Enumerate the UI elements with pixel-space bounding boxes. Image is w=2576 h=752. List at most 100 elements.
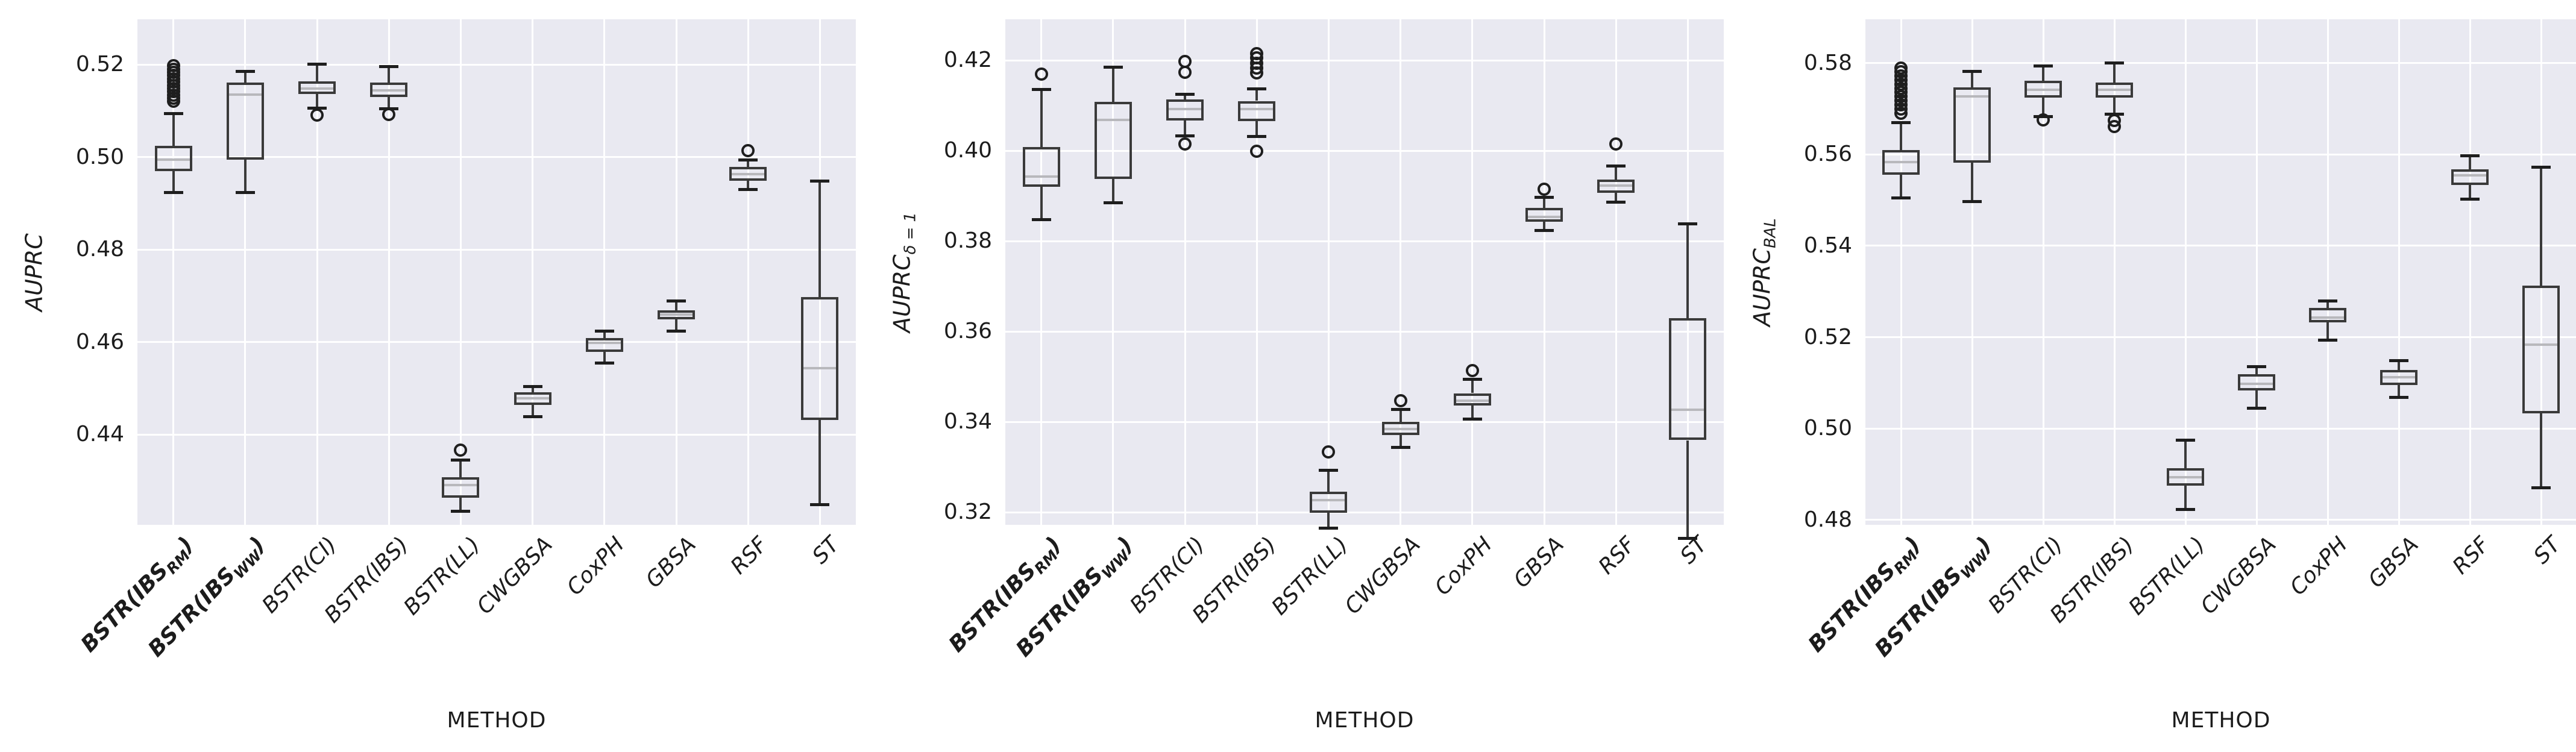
y-tick-label: 0.48	[75, 237, 124, 262]
whisker-lower	[1686, 440, 1689, 539]
whisker-cap-lower	[810, 503, 830, 507]
y-tick-label: 0.58	[1803, 50, 1852, 75]
whisker-cap-upper	[2318, 299, 2337, 303]
median-line	[803, 367, 837, 370]
plot-area	[1865, 19, 2576, 525]
median-line	[2311, 316, 2344, 319]
gridline-vertical	[2255, 19, 2258, 525]
whisker-cap-upper	[163, 111, 183, 115]
whisker-cap-lower	[1678, 536, 1698, 540]
whisker-upper	[172, 113, 175, 146]
y-tick-label: 0.42	[943, 48, 992, 73]
gridline-vertical	[1327, 19, 1330, 525]
whisker-cap-lower	[2176, 507, 2195, 511]
median-line	[1956, 95, 1988, 98]
outlier-marker	[1178, 137, 1192, 151]
y-tick-label: 0.40	[943, 138, 992, 163]
x-tick-label-text: GBSA	[641, 532, 701, 593]
median-line	[444, 483, 477, 486]
whisker-upper	[1543, 197, 1545, 208]
whisker-upper	[1040, 89, 1043, 147]
gridline-horizontal	[137, 248, 856, 251]
gridline-horizontal	[137, 156, 856, 158]
median-line	[1169, 108, 1201, 110]
gridline-horizontal	[137, 341, 856, 343]
whisker-lower	[675, 319, 677, 331]
gridline-horizontal	[1865, 153, 2576, 155]
whisker-cap-lower	[163, 191, 183, 195]
iqr-box	[801, 297, 839, 421]
whisker-cap-lower	[1891, 196, 1911, 199]
whisker-cap-upper	[1535, 196, 1554, 199]
iqr-box	[658, 310, 695, 319]
whisker-upper	[1184, 94, 1186, 100]
iqr-box	[1094, 102, 1132, 179]
outlier-marker	[2108, 113, 2121, 127]
whisker-lower	[2469, 185, 2471, 199]
whisker-upper	[1399, 409, 1402, 422]
whisker-cap-lower	[2247, 407, 2266, 410]
gridline-horizontal	[1005, 240, 1724, 242]
whisker-cap-upper	[1462, 377, 1482, 381]
iqr-box	[298, 81, 336, 95]
median-line	[228, 93, 262, 96]
gridline-vertical	[1471, 19, 1474, 525]
gridline-vertical	[2113, 19, 2116, 525]
median-line	[2383, 375, 2415, 378]
whisker-cap-lower	[1535, 229, 1554, 233]
iqr-box	[2522, 286, 2560, 414]
gridline-vertical	[172, 19, 175, 525]
gridline-vertical	[1543, 19, 1545, 525]
outlier-marker	[1178, 55, 1192, 69]
whisker-lower	[1543, 222, 1545, 231]
whisker-cap-lower	[2389, 395, 2408, 399]
gridline-vertical	[603, 19, 606, 525]
gridline-horizontal	[1865, 245, 2576, 247]
whisker-cap-lower	[738, 187, 758, 191]
whisker-cap-upper	[1247, 87, 1267, 90]
whisker-cap-upper	[235, 70, 255, 73]
gridline-vertical	[1971, 19, 1973, 525]
outlier-marker	[741, 143, 755, 157]
outlier-marker	[166, 59, 180, 73]
whisker-upper	[1471, 379, 1474, 393]
x-tick-label-text: ST	[2529, 532, 2566, 569]
outlier-marker	[1250, 46, 1264, 60]
y-tick-label: 0.52	[1803, 324, 1852, 349]
whisker-cap-lower	[2460, 197, 2480, 201]
gridline-vertical	[244, 19, 247, 525]
whisker-cap-lower	[1390, 446, 1410, 449]
iqr-box	[226, 82, 264, 160]
y-tick-label: 0.38	[943, 228, 992, 254]
iqr-box	[2025, 80, 2062, 98]
whisker-upper	[243, 71, 247, 83]
whisker-upper	[1111, 67, 1114, 102]
iqr-box	[1238, 101, 1276, 122]
whisker-lower	[2184, 486, 2187, 510]
gridline-vertical	[1112, 19, 1114, 525]
iqr-box	[1022, 146, 1060, 187]
median-line	[1671, 408, 1704, 411]
iqr-box	[154, 146, 192, 172]
whisker-cap-upper	[2105, 61, 2124, 65]
whisker-cap-lower	[1175, 134, 1195, 137]
whisker-lower	[1255, 121, 1258, 137]
y-tick-label: 0.36	[943, 319, 992, 344]
gridline-vertical	[1184, 19, 1186, 525]
median-line	[1885, 160, 1917, 163]
whisker-cap-upper	[2531, 166, 2551, 169]
whisker-cap-upper	[1891, 121, 1911, 124]
y-tick-label: 0.32	[943, 500, 992, 524]
gridline-vertical	[1900, 19, 1902, 525]
whisker-lower	[1900, 174, 1902, 198]
iqr-box	[2380, 370, 2417, 386]
whisker-upper	[1900, 122, 1902, 150]
whisker-cap-upper	[2034, 64, 2053, 67]
median-line	[2169, 476, 2202, 479]
gridline-horizontal	[1005, 421, 1724, 423]
whisker-cap-lower	[594, 362, 614, 365]
outlier-marker	[1393, 393, 1407, 407]
outlier-marker	[1250, 145, 1264, 158]
whisker-upper	[603, 331, 606, 338]
whisker-lower	[172, 171, 175, 193]
